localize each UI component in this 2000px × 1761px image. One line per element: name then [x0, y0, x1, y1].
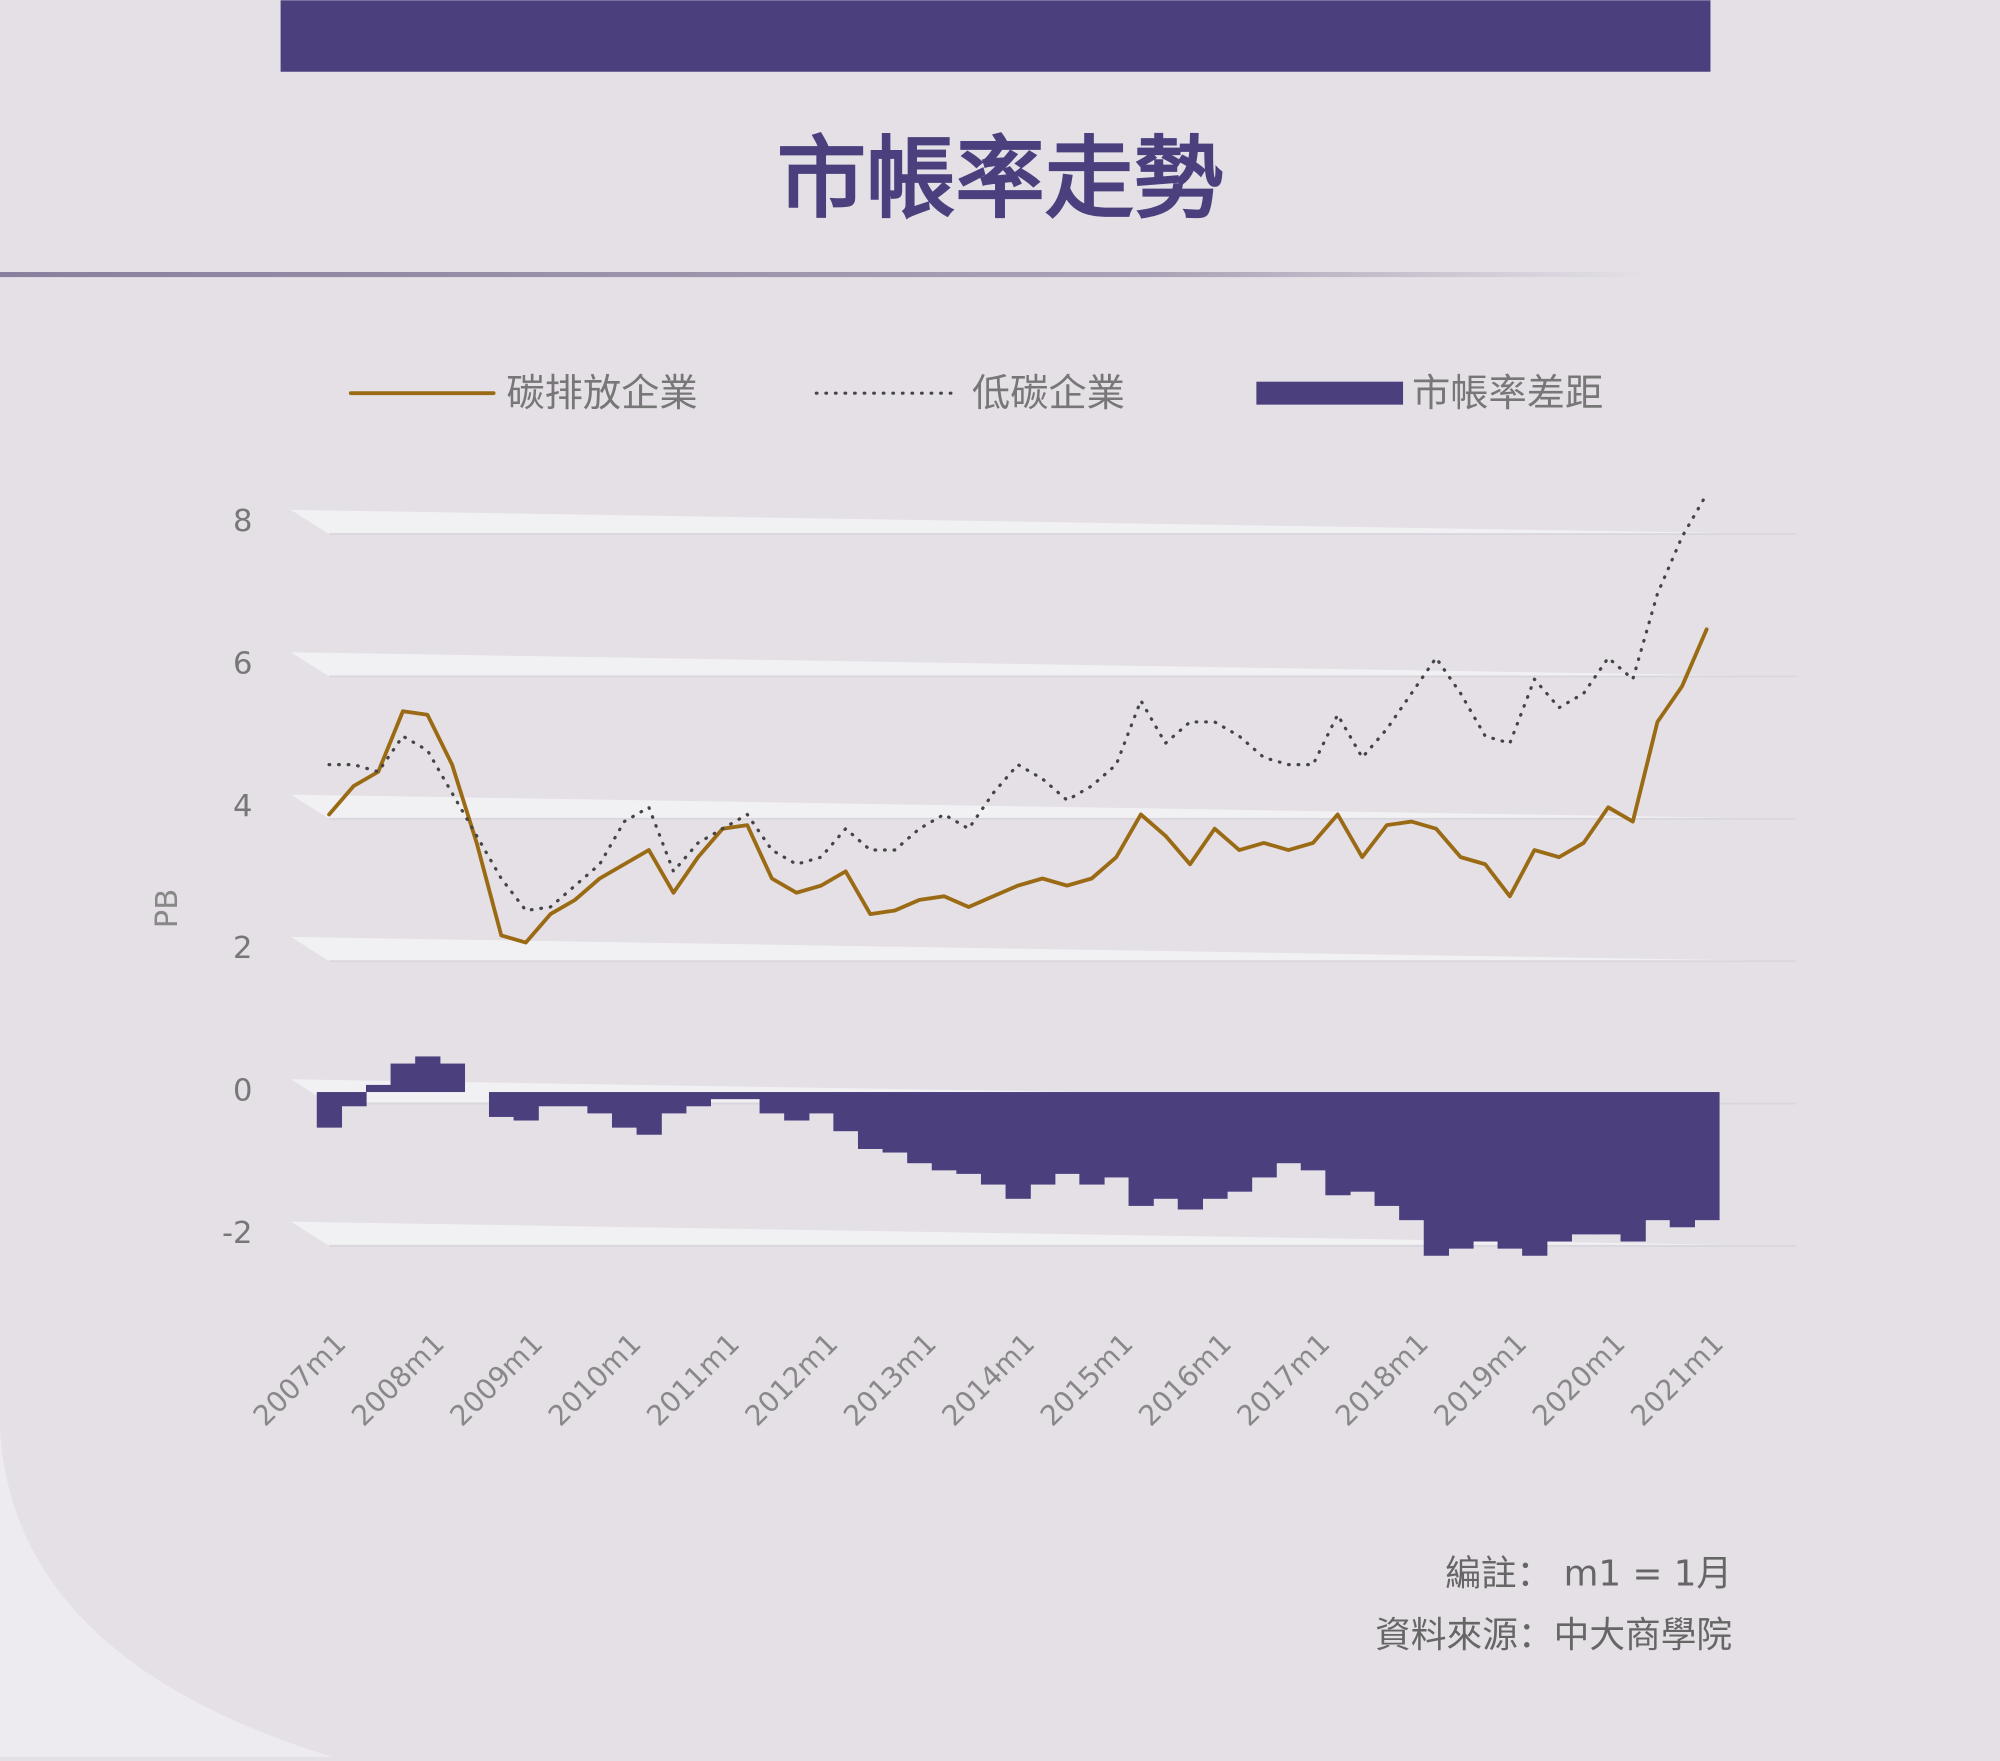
bar [931, 1092, 957, 1171]
bar [1005, 1092, 1031, 1199]
bar [980, 1092, 1007, 1185]
grid-band [290, 794, 1796, 819]
bar [488, 1092, 515, 1117]
bar [1103, 1092, 1130, 1178]
bar [341, 1092, 367, 1107]
legend-label: 碳排放企業 [506, 371, 697, 416]
corner-shape [0, 1428, 332, 1757]
bar [882, 1092, 908, 1153]
bar [1202, 1092, 1228, 1199]
bar [538, 1092, 564, 1107]
bar [956, 1092, 982, 1174]
chart-title: 市帳率走勢 [777, 128, 1223, 232]
bar [1177, 1092, 1203, 1210]
bar [1226, 1092, 1253, 1192]
bar [1645, 1092, 1671, 1221]
bar [365, 1084, 392, 1093]
bar [513, 1092, 539, 1121]
bar [1669, 1092, 1695, 1228]
bar [636, 1092, 662, 1135]
bar [907, 1092, 933, 1164]
bar [1128, 1092, 1154, 1206]
bar [1694, 1092, 1720, 1221]
bar [390, 1063, 416, 1093]
bar [611, 1092, 638, 1128]
legend-swatch [1256, 381, 1404, 405]
grid-band [290, 652, 1796, 677]
bar [710, 1092, 736, 1100]
y-tick-label: 0 [233, 1074, 252, 1109]
bar [1276, 1092, 1302, 1164]
bar [1448, 1092, 1474, 1249]
dotted-line [327, 492, 1709, 913]
bar [1497, 1092, 1523, 1249]
bar [1620, 1092, 1646, 1242]
bar [1546, 1092, 1572, 1242]
bar [685, 1092, 712, 1107]
bar [1374, 1092, 1400, 1206]
bar [833, 1092, 859, 1132]
title-rule [0, 271, 1646, 278]
bar [1251, 1092, 1277, 1178]
bar [808, 1092, 835, 1114]
y-tick-label: 2 [233, 931, 252, 966]
bar [1349, 1092, 1376, 1192]
bar [587, 1092, 613, 1114]
bar [784, 1092, 810, 1121]
bar [1595, 1092, 1622, 1235]
bar [661, 1092, 687, 1114]
bar [1571, 1092, 1597, 1235]
bar [1300, 1092, 1326, 1171]
legend-label: 市帳率差距 [1412, 371, 1603, 416]
bar [562, 1092, 589, 1107]
header-bar [280, 0, 1711, 72]
y-axis-label: PB [150, 889, 185, 928]
note: 編註： m1 = 1月 [1445, 1554, 1732, 1595]
line [327, 627, 1709, 945]
y-tick-label: 6 [233, 646, 252, 681]
bar [1325, 1092, 1351, 1196]
bar [439, 1063, 466, 1093]
bar [857, 1092, 884, 1149]
source: 資料來源：中大商學院 [1375, 1615, 1732, 1656]
bar [1399, 1092, 1425, 1221]
bar [1030, 1092, 1056, 1185]
bar [1079, 1092, 1105, 1185]
bar [1054, 1092, 1080, 1174]
bar [1472, 1092, 1499, 1242]
bar [734, 1092, 761, 1100]
y-tick-label: 4 [233, 789, 252, 824]
bar [1153, 1092, 1179, 1199]
grid-band [290, 936, 1796, 962]
bar [415, 1056, 441, 1093]
y-tick-label: 8 [233, 504, 252, 539]
y-tick-label: -2 [222, 1216, 253, 1251]
bar [316, 1092, 343, 1128]
bar [1522, 1092, 1548, 1256]
bar [1423, 1092, 1449, 1256]
bar [759, 1092, 785, 1114]
legend-label: 低碳企業 [972, 371, 1125, 416]
